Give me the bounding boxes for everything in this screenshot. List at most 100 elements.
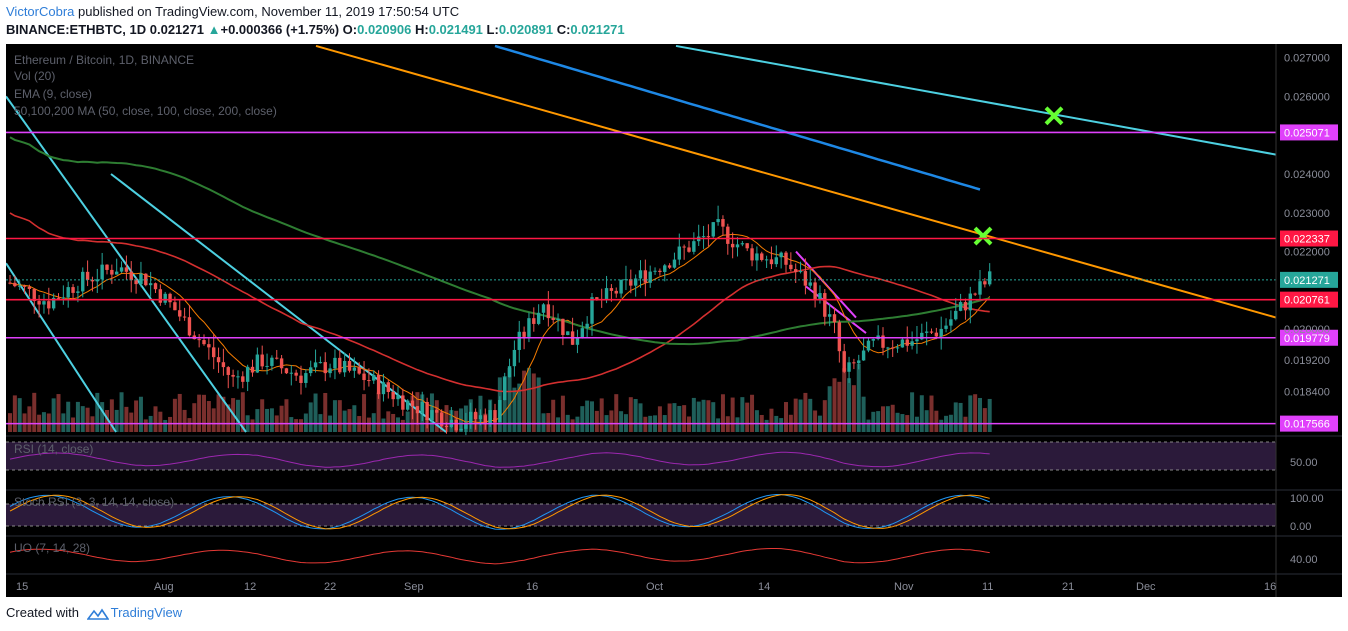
candle-body: [129, 271, 133, 281]
volume-bar: [682, 405, 687, 432]
volume-bar: [556, 417, 561, 432]
stoch-d-line: [9, 494, 990, 530]
volume-bar: [754, 410, 759, 432]
candle-body: [338, 357, 342, 373]
volume-bar: [522, 370, 527, 432]
close-label: C:: [556, 22, 571, 37]
candle-body: [750, 248, 754, 261]
candle-body: [910, 341, 914, 346]
candle-body: [134, 280, 138, 285]
volume-bar: [352, 405, 357, 432]
volume-bar: [163, 419, 168, 432]
candle-body: [857, 360, 861, 364]
volume-bar: [813, 410, 818, 432]
candle-body: [740, 243, 745, 245]
volume-bar: [279, 405, 284, 432]
candle-body: [653, 270, 657, 272]
volume-bar: [614, 394, 619, 432]
price-axis-tick: 0.026000: [1284, 91, 1330, 103]
candle-body: [619, 279, 623, 294]
volume-bar: [265, 408, 270, 432]
candle-body: [207, 344, 211, 348]
volume-bar: [255, 409, 260, 432]
price-level-label: 0.020761: [1284, 295, 1330, 307]
candle-body: [71, 287, 75, 293]
candle-body: [27, 286, 32, 289]
candle-body: [755, 253, 759, 261]
volume-bar: [706, 400, 711, 432]
price-level-tag: [1280, 415, 1338, 432]
candle-body: [352, 367, 357, 371]
volume-bar: [696, 401, 701, 432]
candle-body: [968, 293, 972, 311]
candle-body: [56, 297, 61, 299]
candle-body: [444, 425, 449, 428]
volume-bar: [235, 399, 240, 432]
volume-bar: [17, 398, 22, 432]
volume-bar: [105, 409, 109, 432]
candle-body: [575, 337, 580, 345]
volume-bar: [885, 406, 890, 432]
volume-bar: [769, 408, 774, 432]
volume-bar: [667, 403, 672, 432]
candle-body: [318, 362, 323, 364]
price-level-tag: [1280, 271, 1338, 288]
candle-body: [624, 279, 628, 281]
ma50-line: [9, 212, 990, 393]
candle-body: [173, 302, 177, 311]
pane-axis-tick: 40.00: [1290, 554, 1318, 566]
tradingview-logo-icon: [86, 608, 109, 620]
volume-bar: [939, 419, 944, 432]
volume-bar: [793, 398, 798, 432]
volume-bar: [638, 403, 643, 432]
author-link[interactable]: VictorCobra: [6, 4, 75, 19]
candle-body: [580, 328, 584, 338]
candle-body: [66, 287, 70, 298]
volume-bar: [46, 413, 51, 432]
volume-bar: [764, 419, 769, 432]
created-with: Created with: [6, 605, 79, 620]
time-axis-tick: 11: [982, 581, 993, 593]
candle-body: [323, 362, 327, 374]
volume-bar: [672, 403, 677, 432]
volume-bar: [366, 417, 371, 432]
candle-body: [435, 410, 439, 413]
candle-body: [488, 410, 492, 425]
candle-body: [8, 282, 12, 284]
chart-svg[interactable]: 0.025071 0.022337 0.021271 0.020761 0.019779…: [5, 44, 1342, 597]
volume-bar: [260, 399, 265, 432]
candle-body: [958, 302, 963, 311]
tradingview-link[interactable]: TradingView: [110, 605, 183, 620]
volume-bar: [531, 373, 536, 432]
volume-bar: [158, 411, 163, 432]
volume-bar: [119, 392, 124, 432]
volume-bar: [182, 409, 187, 432]
pane-axis-tick: 50.00: [1290, 457, 1318, 469]
time-axis-tick: 21: [1062, 581, 1074, 593]
volume-bar: [517, 383, 522, 432]
candle-body: [658, 270, 662, 272]
candle-body: [275, 357, 279, 359]
candle-body: [891, 347, 895, 349]
candle-body: [949, 319, 953, 326]
volume-bar: [85, 407, 90, 432]
chart-area[interactable]: 0.025071 0.022337 0.021271 0.020761 0.019779…: [5, 44, 1342, 597]
candle-body: [328, 368, 332, 374]
candle-body: [566, 331, 570, 335]
volume-bar: [240, 392, 245, 432]
candle-body: [779, 252, 783, 258]
change-value: +0.000366 (+1.75%): [220, 22, 340, 37]
candle-body: [711, 222, 715, 237]
volume-bar: [560, 395, 565, 432]
volume-bar: [27, 406, 32, 432]
candle-body: [163, 293, 167, 303]
candle-body: [85, 271, 90, 280]
candle-body: [90, 279, 95, 282]
candle-body: [37, 301, 41, 305]
candle-body: [473, 411, 478, 420]
volume-bar: [284, 399, 289, 432]
price-level-label: 0.022337: [1284, 234, 1330, 246]
candle-body: [818, 293, 822, 300]
candle-body: [250, 366, 255, 373]
volume-bar: [910, 392, 915, 432]
